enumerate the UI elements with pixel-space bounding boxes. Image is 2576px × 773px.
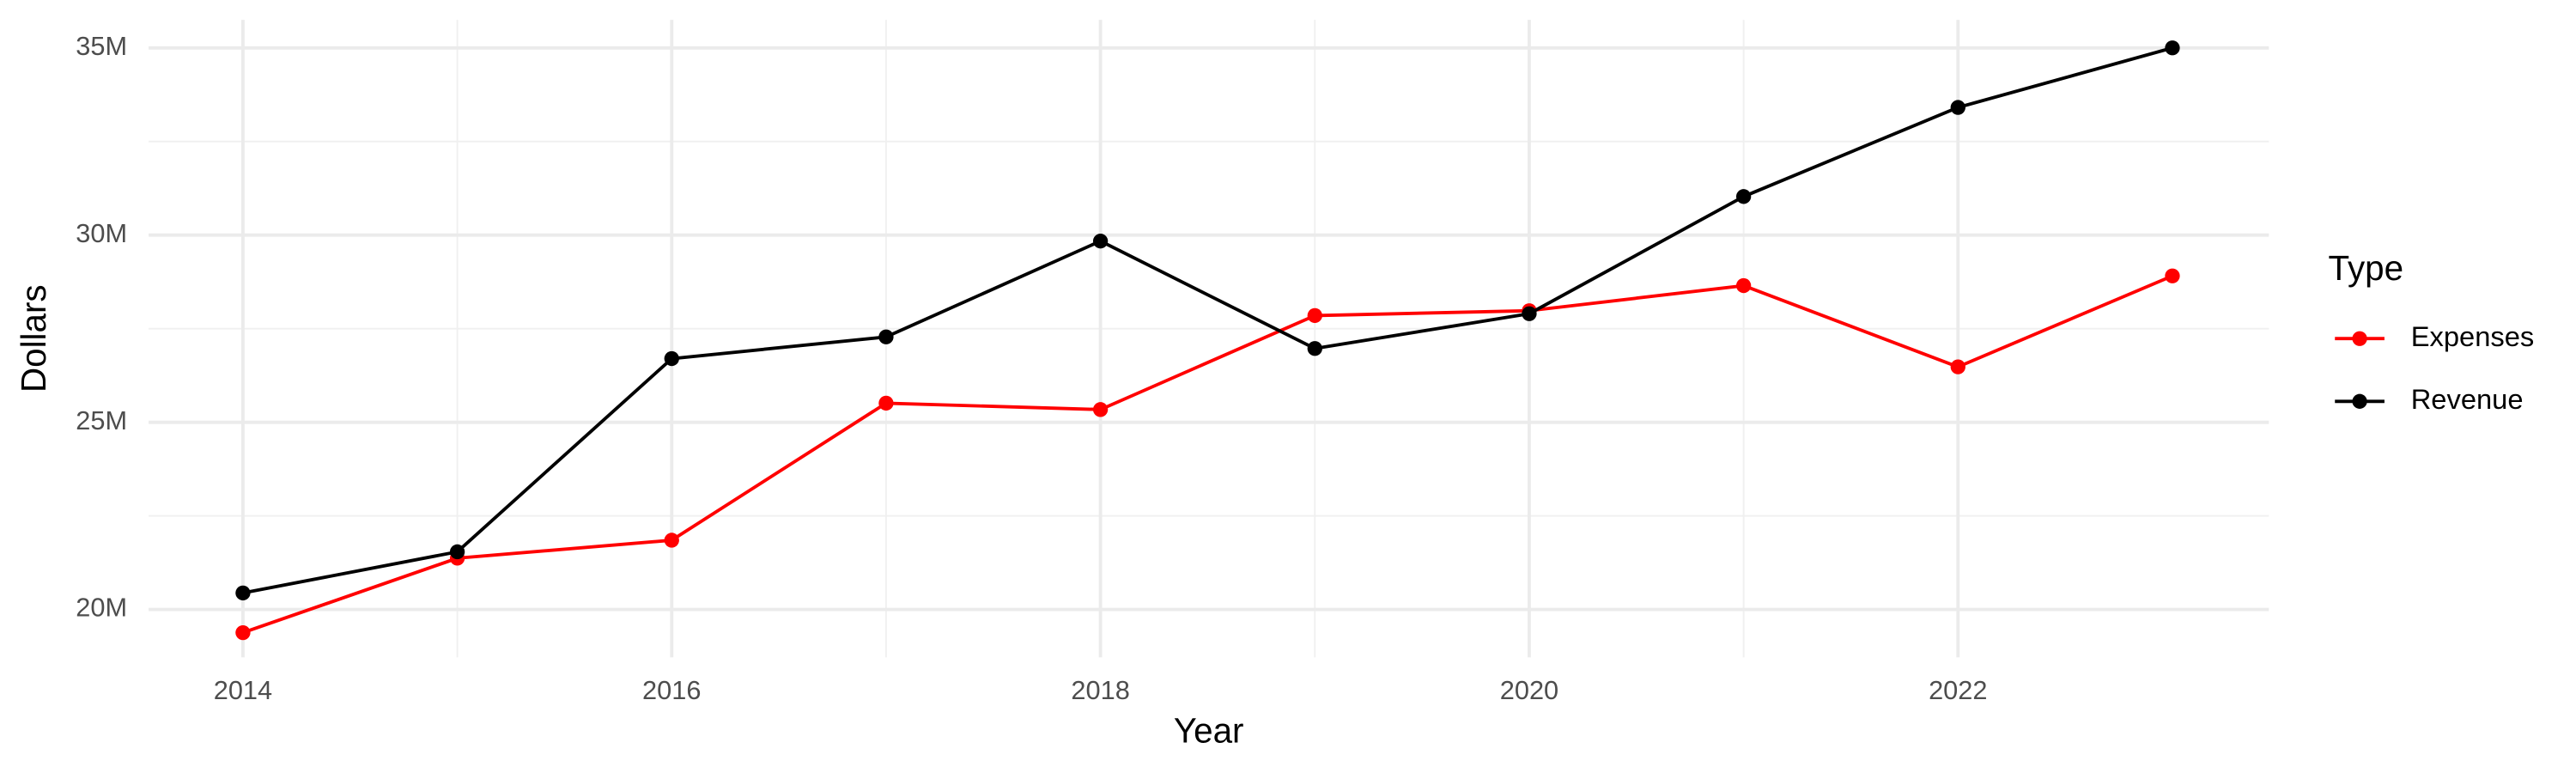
data-point [1522, 306, 1537, 321]
data-point [1735, 189, 1752, 204]
legend-key-point [2352, 393, 2367, 409]
data-point [878, 329, 894, 344]
y-tick-label: 30M [76, 218, 127, 248]
y-tick-label: 20M [76, 593, 127, 623]
data-point [878, 395, 894, 411]
series-line [242, 46, 2173, 595]
x-axis-title: Year [1174, 711, 1244, 751]
data-point [1950, 359, 1965, 374]
legend-key-point [2352, 331, 2367, 346]
y-axis-title: Dollars [14, 284, 53, 393]
legend-label: Expenses [2411, 320, 2535, 352]
y-tick-label: 35M [76, 31, 127, 61]
data-point [1307, 307, 1322, 324]
legend-label: Revenue [2411, 383, 2524, 415]
x-tick-label: 2016 [642, 675, 701, 705]
data-point [449, 544, 465, 560]
data-point [2165, 268, 2180, 283]
data-point [1950, 100, 1965, 115]
x-tick-label: 2022 [1929, 675, 1987, 705]
y-tick-label: 25M [76, 405, 127, 435]
data-point [1092, 234, 1109, 249]
x-tick-label: 2018 [1071, 675, 1129, 705]
x-tick-label: 2014 [214, 675, 272, 705]
data-point [1307, 341, 1322, 356]
series-line [242, 274, 2173, 635]
data-point [235, 624, 251, 641]
legend-title: Type [2329, 248, 2404, 288]
data-point [2165, 40, 2180, 56]
data-point [235, 585, 251, 601]
x-tick-label: 2020 [1500, 675, 1558, 705]
data-point [1092, 402, 1109, 417]
data-point [664, 533, 679, 548]
data-point [1735, 277, 1752, 294]
data-point [664, 350, 679, 367]
